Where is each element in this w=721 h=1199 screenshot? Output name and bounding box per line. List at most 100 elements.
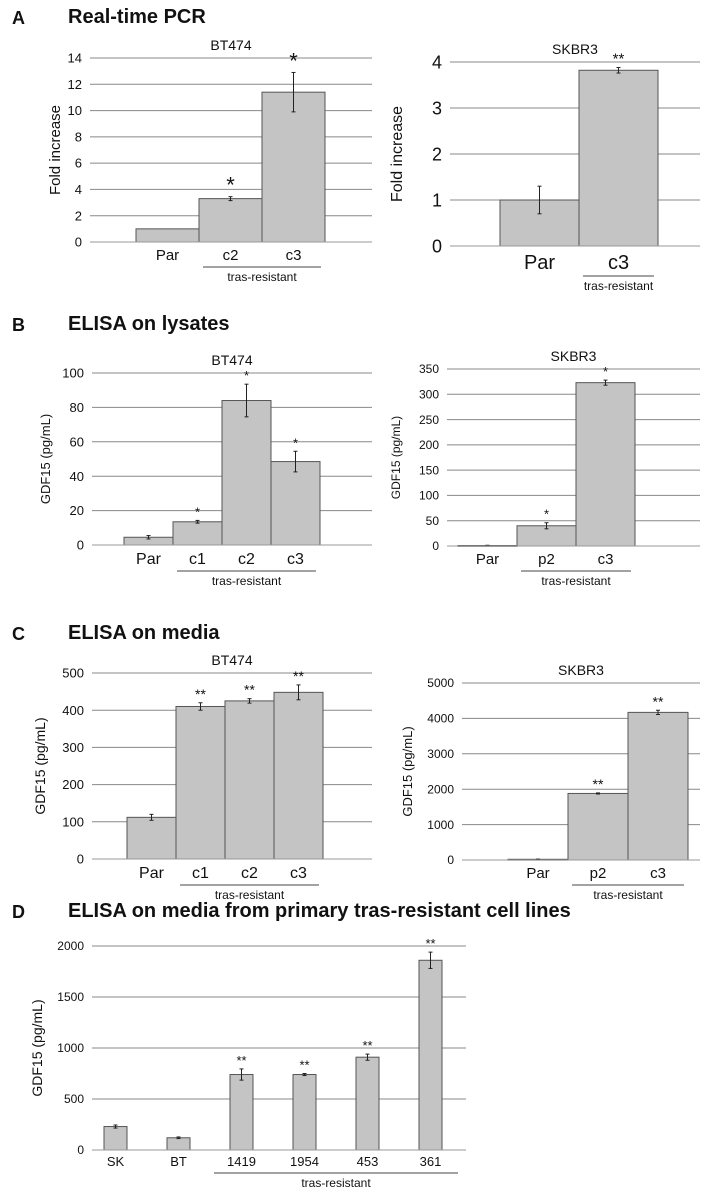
a-bt474-bar [135,228,200,243]
d-tick-label: 500 [64,1092,84,1106]
c-bt474-chart-title: BT474 [211,652,252,668]
a-skbr3-group-label: tras-resistant [584,279,654,293]
c-bt474-category-label: Par [139,865,165,882]
a-bt474-tick-label: 2 [75,208,82,223]
d-bar [103,1126,128,1151]
a-bt474-tick-label: 0 [75,235,82,250]
b-skbr3-tick-label: 100 [419,489,439,503]
a-bt474-tick-label: 14 [68,51,82,66]
b-skbr3-tick-label: 150 [419,463,439,477]
c-bt474-tick-label: 100 [62,814,84,829]
c-skbr3-significance-label: ** [653,693,664,709]
panel-title-c: ELISA on media [68,622,220,644]
b-skbr3-tick-label: 200 [419,438,439,452]
a-skbr3-tick-label: 0 [432,236,442,256]
b-bt474-category-label: c1 [189,551,206,568]
c-bt474-bar [273,691,324,860]
a-bt474-significance-label: * [289,48,298,73]
d-bar [229,1074,254,1151]
b-skbr3-category-label: Par [476,551,499,568]
b-skbr3-y-axis-label: GDF15 (pg/mL) [389,416,403,499]
c-skbr3-chart-title: SKBR3 [558,662,604,678]
panel-letter-a: A [12,8,25,28]
a-bt474-category-label: Par [156,247,179,264]
a-skbr3-chart-title: SKBR3 [552,41,598,57]
d-category-label: BT [170,1154,187,1169]
b-bt474-significance-label: * [195,504,200,519]
b-skbr3-chart-title: SKBR3 [551,348,597,364]
a-skbr3-significance-label: ** [613,51,625,68]
a-skbr3-category-label: c3 [608,252,629,274]
b-bt474-tick-label: 20 [70,503,84,518]
d-category-label: 453 [357,1154,379,1169]
panel-letter-b: B [12,315,25,335]
c-skbr3-category-label: c3 [650,865,666,882]
d-category-label: SK [107,1154,125,1169]
c-bt474-tick-label: 500 [62,666,84,681]
d-y-axis-label: GDF15 (pg/mL) [29,999,45,1096]
d-significance-label: ** [299,1058,309,1073]
c-skbr3-tick-label: 3000 [427,747,454,761]
b-bt474-tick-label: 0 [77,538,84,553]
c-skbr3-group-label: tras-resistant [593,888,663,902]
b-bt474-tick-label: 80 [70,400,84,415]
b-bt474-category-label: c2 [238,551,255,568]
b-skbr3-significance-label: * [544,507,549,522]
d-significance-label: ** [362,1038,372,1053]
a-skbr3-tick-label: 1 [432,190,442,210]
c-skbr3-bar [567,792,629,861]
c-skbr3-y-axis-label: GDF15 (pg/mL) [400,726,415,816]
d-category-label: 361 [420,1154,442,1169]
b-bt474-tick-label: 60 [70,434,84,449]
a-bt474-tick-label: 4 [75,182,82,197]
b-bt474-significance-label: * [244,368,249,383]
b-bt474-category-label: Par [136,551,162,568]
a-bt474-tick-label: 6 [75,156,82,171]
a-bt474-chart-title: BT474 [210,37,251,53]
b-bt474-bar [172,521,223,546]
c-bt474-significance-label: ** [195,686,206,702]
c-bt474-y-axis-label: GDF15 (pg/mL) [32,717,48,814]
b-bt474-bar [221,400,272,546]
c-bt474-group-label: tras-resistant [215,888,285,902]
a-bt474-bar [261,91,326,243]
c-bt474-category-label: c3 [290,865,307,882]
d-tick-label: 0 [77,1143,84,1157]
d-bar [418,959,443,1151]
a-skbr3-tick-label: 2 [432,144,442,164]
b-skbr3-significance-label: * [603,364,608,379]
a-skbr3-tick-label: 4 [432,52,442,72]
d-bar [292,1074,317,1151]
b-bt474-category-label: c3 [287,551,304,568]
c-bt474-significance-label: ** [293,668,304,684]
d-category-label: 1419 [227,1154,256,1169]
a-bt474-category-label: c3 [286,247,302,264]
panel-letter-c: C [12,624,25,644]
d-significance-label: ** [425,936,435,951]
b-skbr3-category-label: c3 [598,551,614,568]
a-bt474-group-label: tras-resistant [227,270,297,284]
b-bt474-chart-title: BT474 [211,352,252,368]
panel-title-a: Real-time PCR [68,6,206,28]
b-skbr3-bar [575,382,636,547]
a-skbr3-tick-label: 3 [432,98,442,118]
a-skbr3-y-axis-label: Fold increase [389,106,406,202]
a-bt474-tick-label: 12 [68,77,82,92]
d-category-label: 1954 [290,1154,319,1169]
b-skbr3-tick-label: 300 [419,387,439,401]
d-tick-label: 2000 [57,939,84,953]
c-skbr3-tick-label: 1000 [427,818,454,832]
a-bt474-tick-label: 10 [68,103,82,118]
b-skbr3-category-label: p2 [538,551,555,568]
b-bt474-bar [270,461,321,546]
c-bt474-tick-label: 200 [62,777,84,792]
panel-title-d: ELISA on media from primary tras-resista… [68,900,571,922]
a-skbr3-category-label: Par [524,252,555,274]
b-bt474-tick-label: 100 [62,366,84,381]
b-bt474-tick-label: 40 [70,469,84,484]
d-tick-label: 1500 [57,990,84,1004]
a-skbr3-bar [578,69,659,247]
c-skbr3-tick-label: 5000 [427,676,454,690]
a-bt474-significance-label: * [226,173,235,198]
